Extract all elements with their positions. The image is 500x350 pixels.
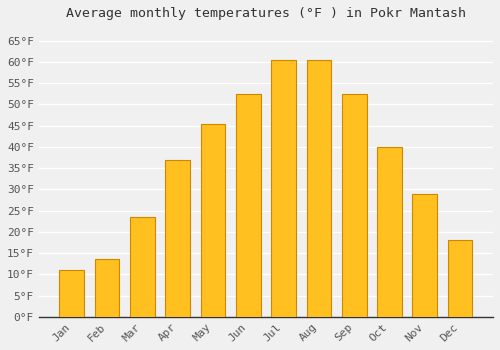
Bar — [306, 60, 331, 317]
Bar — [60, 270, 84, 317]
Bar — [200, 124, 226, 317]
Bar — [448, 240, 472, 317]
Bar — [271, 60, 296, 317]
Bar — [94, 259, 120, 317]
Bar — [236, 94, 260, 317]
Bar — [130, 217, 155, 317]
Bar — [166, 160, 190, 317]
Bar — [377, 147, 402, 317]
Bar — [412, 194, 437, 317]
Title: Average monthly temperatures (°F ) in Pokr Mantash: Average monthly temperatures (°F ) in Po… — [66, 7, 466, 20]
Bar — [342, 94, 366, 317]
